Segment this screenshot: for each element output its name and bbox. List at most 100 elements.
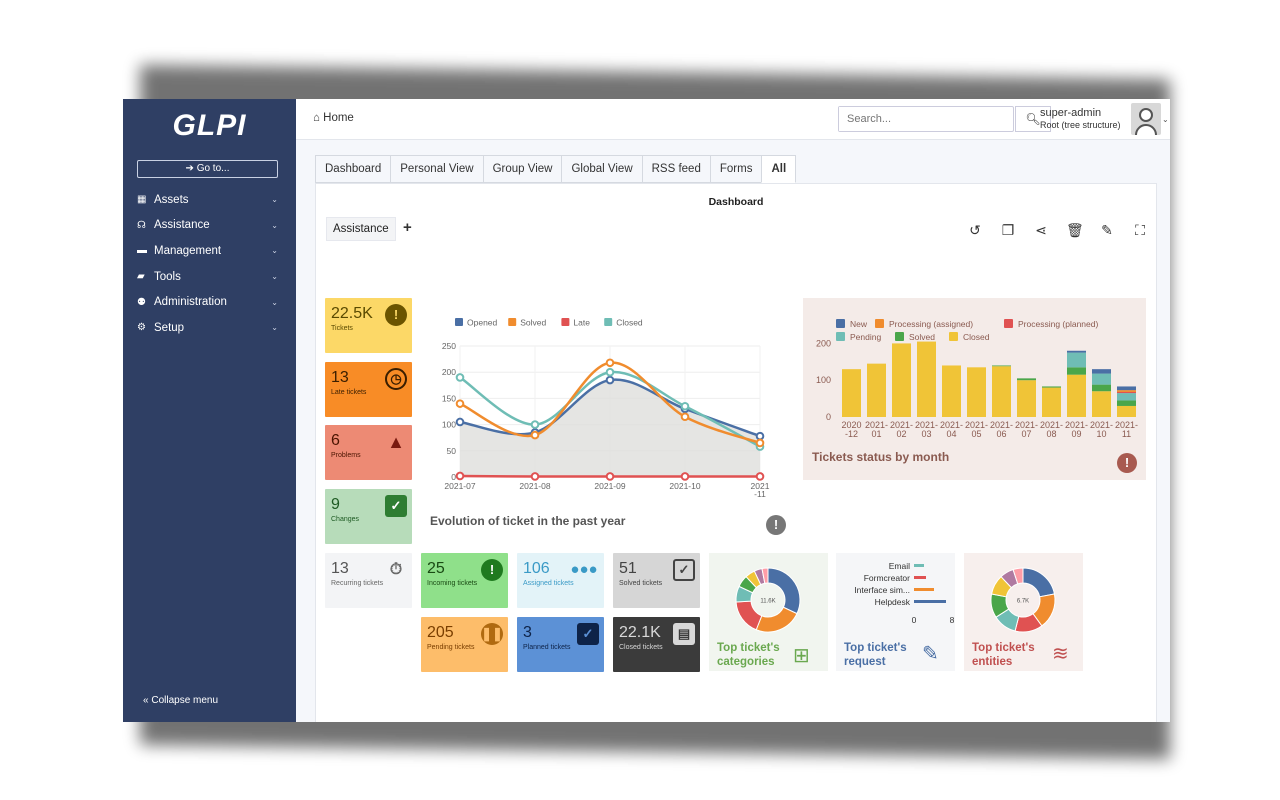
bar-segment[interactable] [867,363,886,417]
card-changes[interactable]: 9 Changes ✓ [325,489,412,544]
sidebar-item-assistance[interactable]: ☊ Assistance ⌄ [123,213,296,239]
card-late-tickets[interactable]: 13 Late tickets ◷ [325,362,412,417]
bar-segment[interactable] [1042,387,1061,417]
data-point[interactable] [680,412,690,422]
bar-segment[interactable] [1092,391,1111,417]
data-point[interactable] [455,373,465,382]
sidebar-item-management[interactable]: ▬ Management ⌄ [123,238,296,264]
info-icon[interactable]: ! [766,515,786,535]
bar-segment[interactable] [917,341,936,417]
sidebar-item-administration[interactable]: ⚉ Administration ⌄ [123,289,296,315]
bar-segment[interactable] [1117,391,1136,394]
bar-segment[interactable] [1117,405,1136,417]
search-input[interactable] [839,107,977,131]
clone-icon[interactable]: ❐ [1001,222,1015,238]
bar[interactable] [914,600,946,603]
tab-all[interactable]: All [761,155,797,183]
card-tickets[interactable]: 22.5K Tickets ! [325,298,412,353]
card-solved-tickets[interactable]: 51 Solved tickets ✓ [613,553,700,608]
bar-segment[interactable] [1067,367,1086,375]
legend-label[interactable]: Solved [520,318,546,328]
bar-segment[interactable] [1067,352,1086,368]
card-pending-tickets[interactable]: 205 Pending tickets ❚❚ [421,617,508,672]
tab-dashboard[interactable]: Dashboard [315,155,391,183]
data-point[interactable] [530,420,540,429]
goto-button[interactable]: ➔ Go to... [137,160,278,178]
data-point[interactable] [680,472,690,481]
data-point[interactable] [455,471,465,481]
data-point[interactable] [755,431,765,441]
bar-segment[interactable] [1042,386,1061,388]
bar-segment[interactable] [1117,393,1136,401]
bar-segment[interactable] [967,367,986,417]
pie-slice[interactable] [755,606,798,633]
chevron-down-icon[interactable]: ⌄ [1162,115,1169,124]
bar-segment[interactable] [992,366,1011,417]
legend-label[interactable]: Solved [909,332,935,342]
tab-rss-feed[interactable]: RSS feed [641,155,710,183]
breadcrumb[interactable]: ⌂ Home [313,112,354,124]
avatar[interactable] [1131,103,1161,135]
data-point[interactable] [605,472,615,481]
data-point[interactable] [530,472,540,481]
card-incoming-tickets[interactable]: 25 Incoming tickets ! [421,553,508,608]
data-point[interactable] [605,375,615,385]
bar-segment[interactable] [942,365,961,417]
tile-top-request[interactable]: Email Formcreator Interface sim... Helpdesk… [836,553,955,671]
bar-segment[interactable] [1017,380,1036,417]
tile-top-entities[interactable]: 6.7K Top ticket's entities ≋ [964,553,1083,671]
sidebar-item-assets[interactable]: ▦ Assets ⌄ [123,187,296,213]
bar-segment[interactable] [892,343,911,417]
legend-label[interactable]: New [850,319,868,329]
data-point[interactable] [605,367,615,377]
data-point[interactable] [605,358,615,368]
bar-segment[interactable] [842,369,861,417]
trash-icon[interactable]: 🗑︎ [1066,222,1084,238]
bar-segment[interactable] [1017,378,1036,381]
bar[interactable] [914,576,926,579]
legend-label[interactable]: Pending [850,332,881,342]
add-dashboard-icon[interactable]: + [403,219,412,236]
legend-label[interactable]: Closed [963,332,990,342]
share-icon[interactable]: ⋖ [1035,222,1047,238]
data-point[interactable] [455,399,465,408]
info-icon[interactable]: ! [1117,453,1137,473]
bar[interactable] [914,564,924,567]
bar-segment[interactable] [1117,390,1136,392]
history-icon[interactable]: ↺ [969,222,981,238]
glpi-logo[interactable]: GLPI [172,109,247,142]
tile-top-categories[interactable]: 11.6K Top ticket's categories ⊞ [709,553,828,671]
data-point[interactable] [680,401,690,411]
collapse-menu-button[interactable]: « Collapse menu [143,695,218,706]
pie-slice[interactable] [1012,567,1024,585]
legend-label[interactable]: Processing (assigned) [889,319,973,329]
card-recurring-tickets[interactable]: 13 Recurring tickets ⏱︎ [325,553,412,608]
data-point[interactable] [755,472,765,481]
bar-segment[interactable] [1067,374,1086,417]
bar-segment[interactable] [992,365,1011,367]
pie-slice[interactable] [735,600,763,631]
card-problems[interactable]: 6 Problems ▲ [325,425,412,480]
pie-slice[interactable] [761,567,769,584]
bar-segment[interactable] [1092,369,1111,374]
sidebar-item-setup[interactable]: ⚙ Setup ⌄ [123,315,296,341]
data-point[interactable] [755,438,765,448]
dashboard-selector[interactable]: Assistance [326,217,396,241]
bar-segment[interactable] [1067,350,1086,353]
card-planned-tickets[interactable]: 3 Planned tickets ✓ [517,617,604,672]
tab-group-view[interactable]: Group View [482,155,562,183]
legend-label[interactable]: Processing (planned) [1018,319,1098,329]
bar-segment[interactable] [1092,373,1111,385]
legend-label[interactable]: Closed [616,318,643,328]
tab-global-view[interactable]: Global View [561,155,642,183]
bar[interactable] [914,588,934,591]
card-assigned-tickets[interactable]: 106 Assigned tickets ●●● [517,553,604,608]
pie-slice[interactable] [767,567,801,615]
tab-forms[interactable]: Forms [709,155,762,183]
fullscreen-icon[interactable]: ⛶ [1135,222,1145,238]
legend-label[interactable]: Late [573,318,590,328]
data-point[interactable] [530,430,540,440]
tab-personal-view[interactable]: Personal View [390,155,483,183]
card-closed-tickets[interactable]: 22.1K Closed tickets ▤ [613,617,700,672]
edit-icon[interactable]: ✎ [1101,222,1113,238]
